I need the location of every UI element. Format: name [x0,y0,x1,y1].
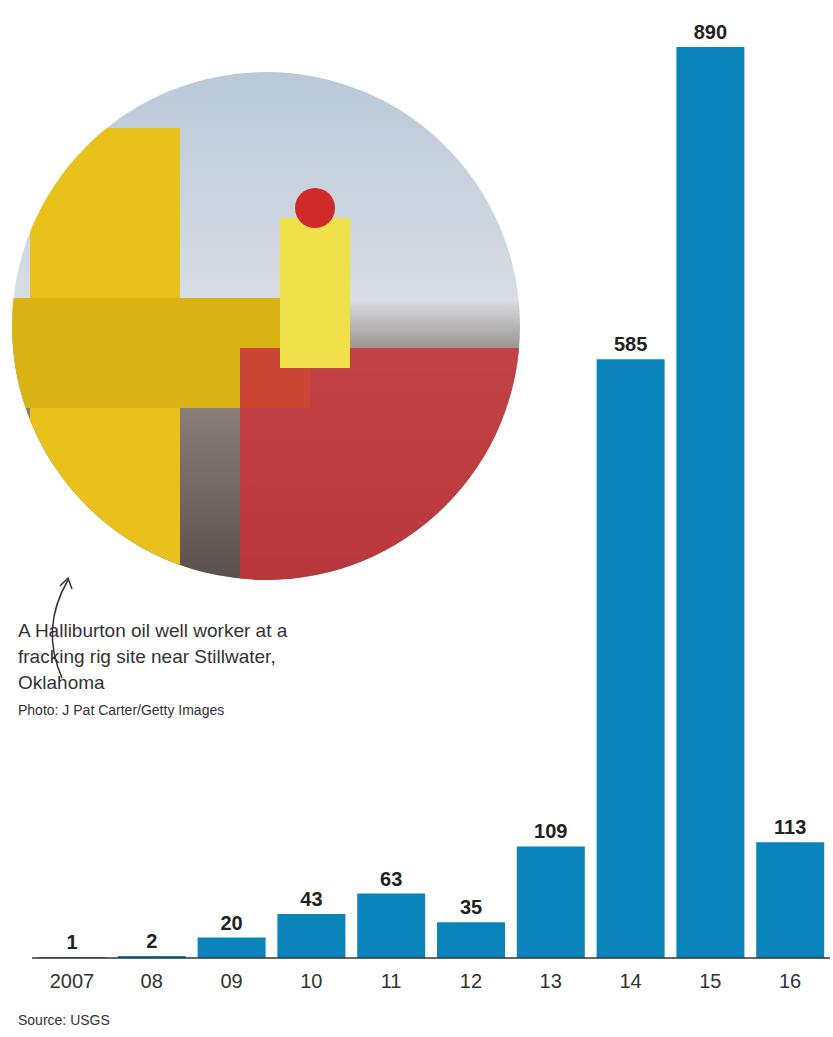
svg-text:63: 63 [380,868,402,890]
svg-text:109: 109 [534,820,567,842]
svg-text:585: 585 [614,333,647,355]
svg-text:12: 12 [460,970,482,992]
svg-text:10: 10 [300,970,322,992]
svg-text:2007: 2007 [50,970,95,992]
svg-text:35: 35 [460,896,482,918]
html-text:A Halliburton oil well worker: A Halliburton oil well worker at a frack… [18,620,288,693]
svg-text:890: 890 [694,21,727,43]
svg-text:11: 11 [381,970,402,992]
svg-text:43: 43 [300,888,322,910]
svg-text:16: 16 [779,970,801,992]
svg-text:08: 08 [141,970,163,992]
svg-text:14: 14 [619,970,641,992]
svg-text:09: 09 [220,970,242,992]
html-text:Source: USGS: Source: USGS [18,1012,110,1028]
svg-text:20: 20 [220,912,242,934]
svg-text:2: 2 [146,930,157,952]
svg-text:1: 1 [66,931,77,953]
svg-text:15: 15 [699,970,721,992]
html-text:Photo: J Pat Carter/Getty Imag: Photo: J Pat Carter/Getty Images [18,702,225,718]
svg-text:13: 13 [540,970,562,992]
svg-text:113: 113 [774,816,806,838]
